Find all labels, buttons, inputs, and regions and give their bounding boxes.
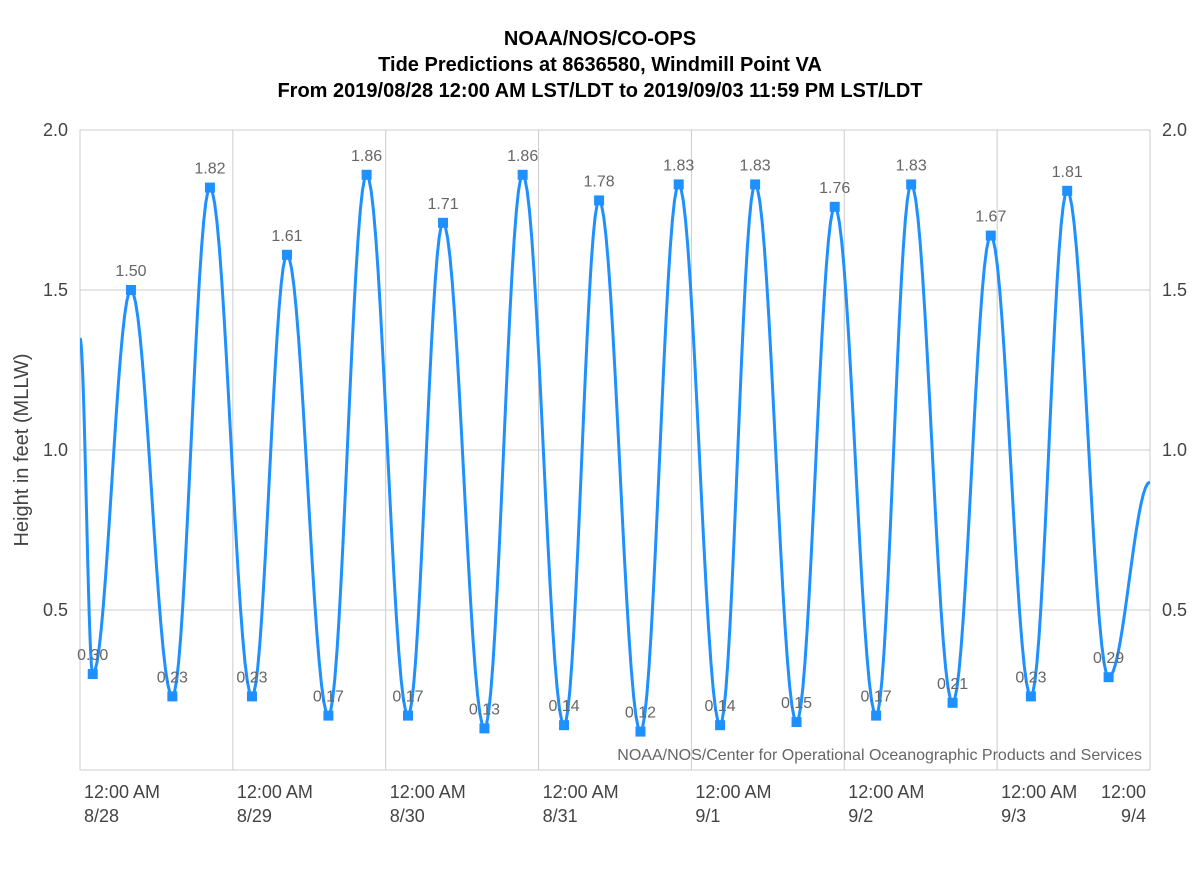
low-tide-marker xyxy=(403,711,413,721)
low-tide-marker xyxy=(1026,691,1036,701)
low-tide-marker xyxy=(479,723,489,733)
y-tick-right: 1.5 xyxy=(1162,280,1187,300)
y-tick-left: 0.5 xyxy=(43,600,68,620)
extrema-label: 0.23 xyxy=(1015,669,1046,686)
x-tick-date: 9/1 xyxy=(695,806,720,826)
high-tide-marker xyxy=(906,179,916,189)
low-tide-marker xyxy=(635,727,645,737)
x-tick-time: 12:00 AM xyxy=(848,782,924,802)
x-tick-date: 9/4 xyxy=(1121,806,1146,826)
low-tide-marker xyxy=(88,669,98,679)
y-tick-right: 1.0 xyxy=(1162,440,1187,460)
extrema-label: 1.78 xyxy=(584,173,615,190)
extrema-label: 0.14 xyxy=(548,698,579,715)
chart-svg: NOAA/NOS/CO-OPS Tide Predictions at 86365… xyxy=(0,0,1200,874)
high-tide-marker xyxy=(126,285,136,295)
x-tick-time: 12:00 AM xyxy=(390,782,466,802)
x-tick-time: 12:00 AM xyxy=(695,782,771,802)
extrema-label: 0.14 xyxy=(705,698,736,715)
high-tide-marker xyxy=(282,250,292,260)
y-tick-left: 2.0 xyxy=(43,120,68,140)
extrema-label: 0.15 xyxy=(781,695,812,712)
low-tide-marker xyxy=(559,720,569,730)
high-tide-marker xyxy=(674,179,684,189)
tide-chart: NOAA/NOS/CO-OPS Tide Predictions at 86365… xyxy=(0,0,1200,874)
extrema-label: 1.83 xyxy=(663,157,694,174)
extrema-label: 0.29 xyxy=(1093,650,1124,667)
extrema-label: 1.83 xyxy=(740,157,771,174)
extrema-label: 1.83 xyxy=(896,157,927,174)
extrema-label: 1.50 xyxy=(115,263,146,280)
chart-title-line-1: Tide Predictions at 8636580, Windmill Po… xyxy=(378,54,822,76)
extrema-label: 1.76 xyxy=(819,180,850,197)
high-tide-marker xyxy=(362,170,372,180)
x-tick-time: 12:00 AM xyxy=(84,782,160,802)
y-tick-right: 0.5 xyxy=(1162,600,1187,620)
y-tick-left: 1.0 xyxy=(43,440,68,460)
low-tide-marker xyxy=(1104,672,1114,682)
y-tick-right: 2.0 xyxy=(1162,120,1187,140)
high-tide-marker xyxy=(205,183,215,193)
extrema-label: 0.23 xyxy=(157,669,188,686)
x-tick-time: 12:00 xyxy=(1101,782,1146,802)
x-tick-time: 12:00 AM xyxy=(543,782,619,802)
high-tide-marker xyxy=(1062,186,1072,196)
extrema-label: 1.82 xyxy=(194,161,225,178)
high-tide-marker xyxy=(830,202,840,212)
x-tick-time: 12:00 AM xyxy=(1001,782,1077,802)
low-tide-marker xyxy=(167,691,177,701)
extrema-label: 0.30 xyxy=(77,647,108,664)
x-tick-date: 8/28 xyxy=(84,806,119,826)
high-tide-marker xyxy=(594,195,604,205)
extrema-label: 1.67 xyxy=(975,209,1006,226)
high-tide-marker xyxy=(986,231,996,241)
low-tide-marker xyxy=(247,691,257,701)
x-tick-time: 12:00 AM xyxy=(237,782,313,802)
extrema-label: 1.86 xyxy=(507,148,538,165)
x-tick-date: 8/30 xyxy=(390,806,425,826)
extrema-label: 1.71 xyxy=(427,196,458,213)
x-tick-date: 8/31 xyxy=(543,806,578,826)
attribution-text: NOAA/NOS/Center for Operational Oceanogr… xyxy=(617,747,1142,764)
extrema-label: 0.23 xyxy=(236,669,267,686)
extrema-label: 1.81 xyxy=(1052,164,1083,181)
extrema-label: 1.86 xyxy=(351,148,382,165)
extrema-label: 0.17 xyxy=(313,689,344,706)
extrema-label: 0.21 xyxy=(937,676,968,693)
extrema-label: 0.17 xyxy=(392,689,423,706)
low-tide-marker xyxy=(792,717,802,727)
low-tide-marker xyxy=(323,711,333,721)
extrema-label: 0.17 xyxy=(861,689,892,706)
x-tick-date: 9/3 xyxy=(1001,806,1026,826)
low-tide-marker xyxy=(715,720,725,730)
high-tide-marker xyxy=(438,218,448,228)
x-tick-date: 9/2 xyxy=(848,806,873,826)
chart-title-line-2: From 2019/08/28 12:00 AM LST/LDT to 2019… xyxy=(277,80,922,102)
extrema-label: 0.13 xyxy=(469,701,500,718)
x-tick-date: 8/29 xyxy=(237,806,272,826)
y-axis-label: Height in feet (MLLW) xyxy=(11,353,33,546)
chart-title-line-0: NOAA/NOS/CO-OPS xyxy=(504,28,696,50)
low-tide-marker xyxy=(871,711,881,721)
y-tick-left: 1.5 xyxy=(43,280,68,300)
extrema-label: 1.61 xyxy=(271,228,302,245)
high-tide-marker xyxy=(750,179,760,189)
extrema-label: 0.12 xyxy=(625,705,656,722)
low-tide-marker xyxy=(948,698,958,708)
high-tide-marker xyxy=(518,170,528,180)
